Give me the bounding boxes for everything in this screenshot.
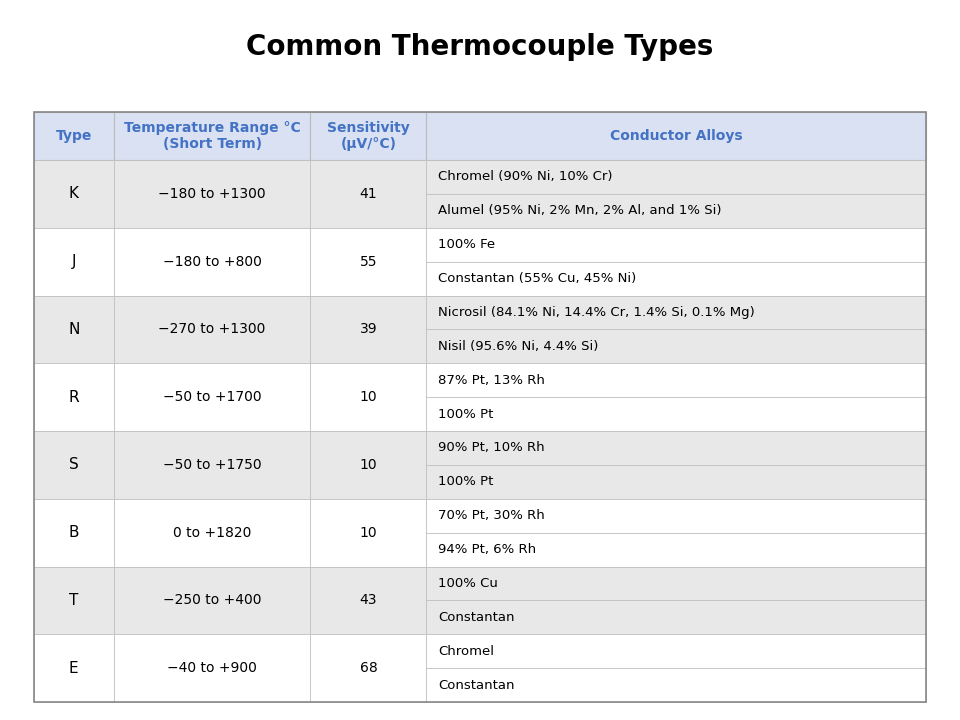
Text: 90% Pt, 10% Rh: 90% Pt, 10% Rh (438, 441, 544, 454)
Text: Conductor Alloys: Conductor Alloys (611, 129, 743, 143)
Bar (114, 431, 310, 499)
Text: Constantan (55% Cu, 45% Ni): Constantan (55% Cu, 45% Ni) (438, 272, 636, 285)
Bar (34, 567, 114, 634)
Bar (426, 533, 926, 567)
Text: Temperature Range °C
(Short Term): Temperature Range °C (Short Term) (124, 121, 300, 151)
Bar (426, 261, 926, 295)
Bar (310, 634, 426, 702)
Bar (426, 112, 926, 160)
Bar (426, 364, 926, 397)
Bar (426, 431, 926, 465)
Bar (34, 295, 114, 364)
Text: 43: 43 (360, 593, 377, 608)
Bar (114, 567, 310, 634)
Text: Nisil (95.6% Ni, 4.4% Si): Nisil (95.6% Ni, 4.4% Si) (438, 340, 598, 353)
Text: −50 to +1750: −50 to +1750 (163, 458, 261, 472)
Text: 10: 10 (360, 526, 377, 539)
Bar (310, 228, 426, 295)
Text: 70% Pt, 30% Rh: 70% Pt, 30% Rh (438, 509, 544, 522)
Bar (34, 160, 114, 228)
Text: J: J (72, 254, 76, 269)
Text: −50 to +1700: −50 to +1700 (163, 390, 261, 404)
Text: −250 to +400: −250 to +400 (163, 593, 261, 608)
Text: −180 to +1300: −180 to +1300 (158, 187, 266, 201)
Bar (114, 295, 310, 364)
Text: −180 to +800: −180 to +800 (163, 255, 261, 269)
Bar (34, 634, 114, 702)
Bar (426, 634, 926, 668)
Text: B: B (68, 525, 79, 540)
Bar (310, 295, 426, 364)
Text: 100% Fe: 100% Fe (438, 238, 495, 251)
Bar (34, 228, 114, 295)
Text: 10: 10 (360, 458, 377, 472)
Bar (310, 499, 426, 567)
Text: 100% Cu: 100% Cu (438, 577, 498, 590)
Bar (426, 160, 926, 194)
Text: 94% Pt, 6% Rh: 94% Pt, 6% Rh (438, 543, 536, 556)
Bar (426, 228, 926, 261)
Text: 55: 55 (360, 255, 377, 269)
Bar (310, 160, 426, 228)
Bar (114, 634, 310, 702)
Text: Constantan: Constantan (438, 611, 515, 624)
Text: N: N (68, 322, 80, 337)
Text: 0 to +1820: 0 to +1820 (173, 526, 252, 539)
Text: 41: 41 (360, 187, 377, 201)
Text: −40 to +900: −40 to +900 (167, 661, 257, 675)
Text: 39: 39 (360, 323, 377, 336)
Text: Alumel (95% Ni, 2% Mn, 2% Al, and 1% Si): Alumel (95% Ni, 2% Mn, 2% Al, and 1% Si) (438, 204, 722, 217)
Text: Type: Type (56, 129, 92, 143)
Text: E: E (69, 661, 79, 675)
Text: R: R (68, 390, 79, 405)
Bar (114, 112, 310, 160)
Bar (426, 600, 926, 634)
Bar (426, 668, 926, 702)
Bar (426, 194, 926, 228)
Text: 100% Pt: 100% Pt (438, 408, 493, 420)
Text: 68: 68 (360, 661, 377, 675)
Text: Chromel (90% Ni, 10% Cr): Chromel (90% Ni, 10% Cr) (438, 171, 612, 184)
Bar (34, 364, 114, 431)
Bar (310, 567, 426, 634)
Bar (310, 431, 426, 499)
Text: −270 to +1300: −270 to +1300 (158, 323, 266, 336)
Bar (310, 112, 426, 160)
Bar (34, 431, 114, 499)
Bar (426, 567, 926, 600)
Bar (426, 397, 926, 431)
Text: 10: 10 (360, 390, 377, 404)
Bar (34, 112, 926, 702)
Text: K: K (69, 186, 79, 202)
Bar (114, 228, 310, 295)
Text: T: T (69, 593, 79, 608)
Bar (34, 112, 114, 160)
Text: 87% Pt, 13% Rh: 87% Pt, 13% Rh (438, 374, 545, 387)
Bar (114, 160, 310, 228)
Text: 100% Pt: 100% Pt (438, 475, 493, 488)
Text: Sensitivity
(μV/°C): Sensitivity (μV/°C) (327, 121, 410, 151)
Text: Constantan: Constantan (438, 678, 515, 692)
Text: S: S (69, 457, 79, 472)
Bar (34, 499, 114, 567)
Bar (114, 364, 310, 431)
Bar (426, 329, 926, 364)
Text: Chromel: Chromel (438, 644, 494, 657)
Bar (426, 499, 926, 533)
Bar (426, 465, 926, 499)
Bar (426, 295, 926, 329)
Bar (310, 364, 426, 431)
Bar (114, 499, 310, 567)
Text: Nicrosil (84.1% Ni, 14.4% Cr, 1.4% Si, 0.1% Mg): Nicrosil (84.1% Ni, 14.4% Cr, 1.4% Si, 0… (438, 306, 755, 319)
Text: Common Thermocouple Types: Common Thermocouple Types (247, 33, 713, 60)
